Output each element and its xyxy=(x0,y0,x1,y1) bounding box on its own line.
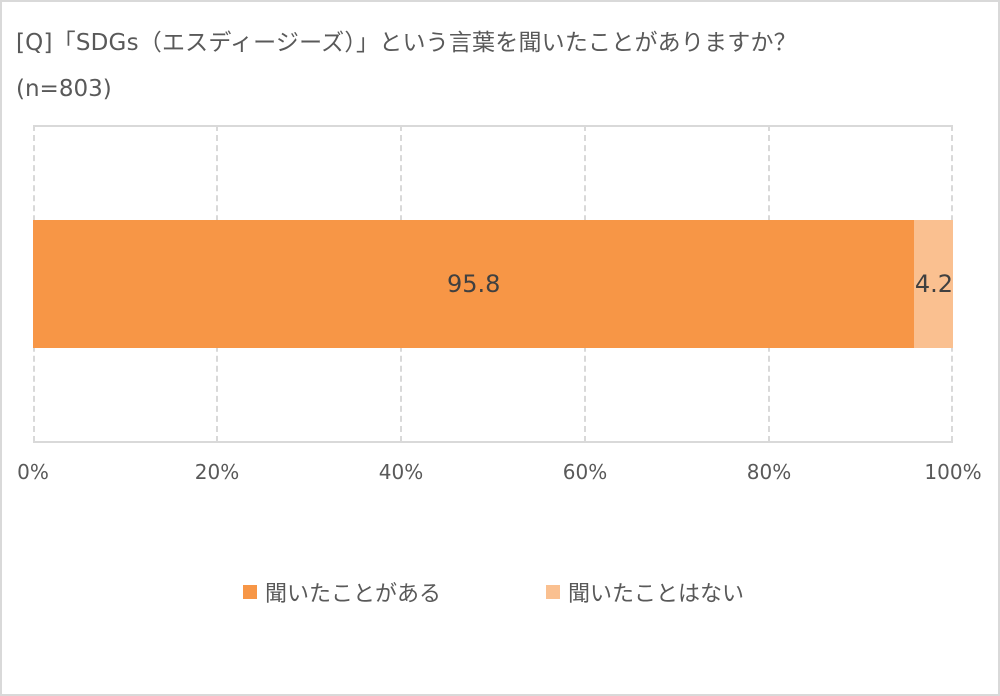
x-tick-20: 20% xyxy=(194,460,240,484)
data-label-heard: 95.8 xyxy=(446,270,501,298)
stacked-bar: 95.8 4.2 xyxy=(33,220,953,348)
legend-label-not-heard: 聞いたことはない xyxy=(568,582,745,607)
data-label-not-heard: 4.2 xyxy=(914,270,953,298)
legend-swatch-heard xyxy=(243,585,257,599)
legend-label-heard: 聞いたことがある xyxy=(265,582,442,607)
bar-segment-not-heard: 4.2 xyxy=(914,220,953,348)
x-tick-80: 80% xyxy=(746,460,792,484)
x-tick-0: 0% xyxy=(17,460,49,484)
chart-title: [Q]「SDGs（エスディージーズ）」という言葉を聞いたことがありますか？ xyxy=(16,30,797,56)
x-tick-40: 40% xyxy=(378,460,424,484)
plot-area: 95.8 4.2 xyxy=(33,125,953,443)
legend-item-heard: 聞いたことがある xyxy=(243,576,441,608)
x-axis-line xyxy=(33,441,953,443)
legend-item-not-heard: 聞いたことはない xyxy=(546,576,744,608)
x-tick-60: 60% xyxy=(562,460,608,484)
x-tick-100: 100% xyxy=(924,460,982,484)
legend-swatch-not-heard xyxy=(546,585,560,599)
chart-subtitle: (n=803) xyxy=(16,76,112,102)
bar-segment-heard: 95.8 xyxy=(33,220,915,348)
legend: 聞いたことがある 聞いたことはない xyxy=(0,576,1000,608)
plot-top-border xyxy=(33,125,953,127)
